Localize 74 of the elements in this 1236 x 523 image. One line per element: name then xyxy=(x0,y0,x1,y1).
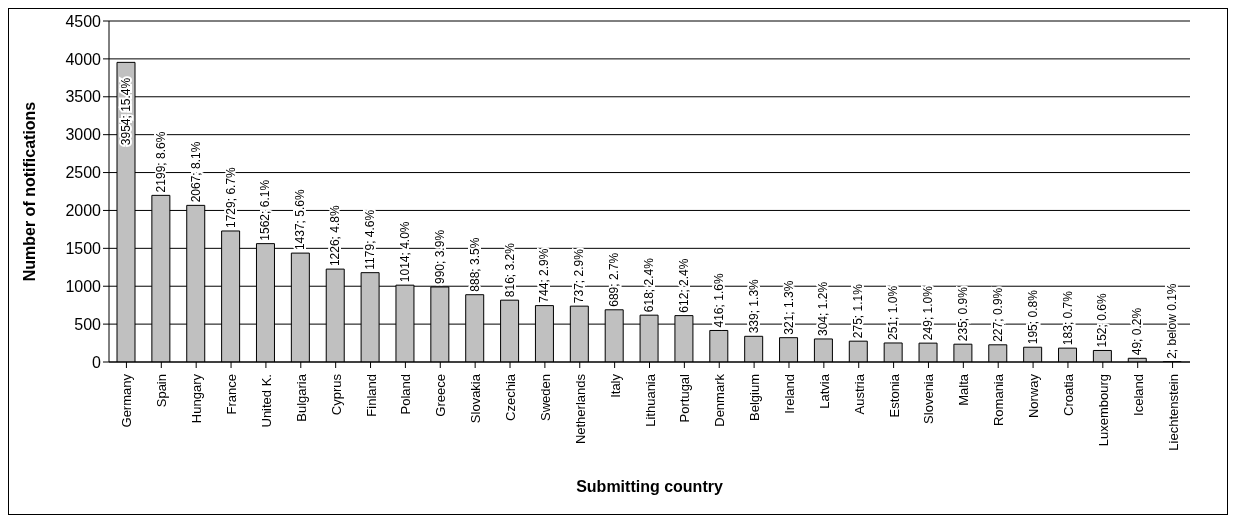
data-label: 339; 1.3% xyxy=(746,278,761,334)
x-tick-label: Bulgaria xyxy=(293,373,309,422)
x-tick-label: Sweden xyxy=(537,374,553,421)
x-axis-title: Submitting country xyxy=(576,478,723,495)
x-tick-label: Luxembourg xyxy=(1095,374,1111,447)
x-tick-label: Belgium xyxy=(747,374,763,421)
x-tick-label: Hungary xyxy=(189,373,205,424)
x-tick-label: Austria xyxy=(851,373,867,415)
data-label: 1179; 4.6% xyxy=(363,209,378,270)
data-label: 1226; 4.8% xyxy=(328,205,343,267)
data-label: 152; 0.6% xyxy=(1095,293,1110,348)
y-tick-label: 500 xyxy=(74,315,102,333)
y-tick-label: 1500 xyxy=(65,240,102,258)
data-label: 689; 2.7% xyxy=(607,252,622,307)
x-tick-label: Czechia xyxy=(503,373,519,421)
data-label: 195; 0.8% xyxy=(1025,289,1040,345)
data-label: 1014; 4.0% xyxy=(397,221,412,283)
x-tick-label: Slovenia xyxy=(921,373,937,424)
data-label: 321; 1.3% xyxy=(781,280,796,335)
y-tick-label: 3000 xyxy=(65,126,102,144)
y-axis-title: Number of notifications xyxy=(20,101,38,282)
x-tick-label: Estonia xyxy=(886,373,902,418)
data-label: 49; 0.2% xyxy=(1130,307,1145,356)
data-label: 612; 2.4% xyxy=(676,258,691,313)
x-tick-label: Slovakia xyxy=(468,373,484,424)
data-label: 1562; 6.1% xyxy=(258,179,273,241)
x-tick-label: Italy xyxy=(607,373,623,398)
x-tick-label: Romania xyxy=(991,373,1007,427)
x-tick-label: Malta xyxy=(956,373,972,406)
x-tick-label: Ireland xyxy=(781,374,797,414)
x-tick-label: Latvia xyxy=(816,373,832,409)
data-label: 618; 2.4% xyxy=(642,257,657,313)
data-label: 2067; 8.1% xyxy=(188,141,203,203)
x-tick-label: Poland xyxy=(398,374,414,415)
data-label: 2; below 0.1% xyxy=(1165,283,1180,359)
x-tick-label: Greece xyxy=(433,374,449,417)
x-tick-label: United K. xyxy=(258,374,274,428)
x-tick-label: Iceland xyxy=(1130,374,1146,416)
data-label: 990; 3.9% xyxy=(432,229,447,284)
data-label: 416; 1.6% xyxy=(711,273,726,328)
data-label: 275; 1.1% xyxy=(851,283,866,339)
data-label: 1729; 6.7% xyxy=(223,166,238,228)
data-label: 235; 0.9% xyxy=(955,286,970,342)
x-tick-label: Lithuania xyxy=(642,373,658,427)
x-tick-label: Spain xyxy=(154,374,170,408)
data-label: 1437; 5.6% xyxy=(293,189,308,251)
x-tick-label: Germany xyxy=(119,373,135,428)
data-label: 249; 1.0% xyxy=(921,285,936,341)
x-tick-label: Finland xyxy=(363,374,379,417)
x-tick-label: Denmark xyxy=(712,373,728,427)
x-tick-label: Cyprus xyxy=(328,373,344,416)
data-label: 183; 0.7% xyxy=(1060,290,1075,346)
data-label: 227; 0.9% xyxy=(990,287,1005,342)
y-tick-label: 2000 xyxy=(65,202,102,220)
x-tick-label: Norway xyxy=(1026,373,1042,419)
x-tick-label: Netherlands xyxy=(572,373,588,445)
data-label: 816; 3.2% xyxy=(502,242,517,298)
data-label: 304; 1.2% xyxy=(816,281,831,336)
x-tick-label: France xyxy=(224,374,240,415)
x-tick-label: Liechtenstein xyxy=(1165,374,1181,451)
data-label: 737; 2.9% xyxy=(572,248,587,304)
y-tick-label: 4000 xyxy=(65,50,102,68)
data-label: 744; 2.9% xyxy=(537,248,552,303)
data-label: 888; 3.5% xyxy=(467,237,482,292)
y-tick-label: 3500 xyxy=(65,88,102,106)
data-label: 3954; 15.4% xyxy=(119,77,133,146)
y-tick-label: 1000 xyxy=(65,277,102,295)
y-tick-label: 4500 xyxy=(65,12,102,30)
x-tick-label: Portugal xyxy=(677,373,693,423)
x-tick-label: Croatia xyxy=(1060,373,1076,416)
y-tick-label: 2500 xyxy=(65,164,102,182)
data-label: 251; 1.0% xyxy=(886,285,901,340)
data-label: 2199; 8.6% xyxy=(153,131,168,193)
y-tick-label: 0 xyxy=(92,353,102,371)
